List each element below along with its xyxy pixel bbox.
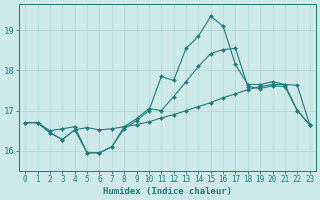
X-axis label: Humidex (Indice chaleur): Humidex (Indice chaleur) xyxy=(103,187,232,196)
